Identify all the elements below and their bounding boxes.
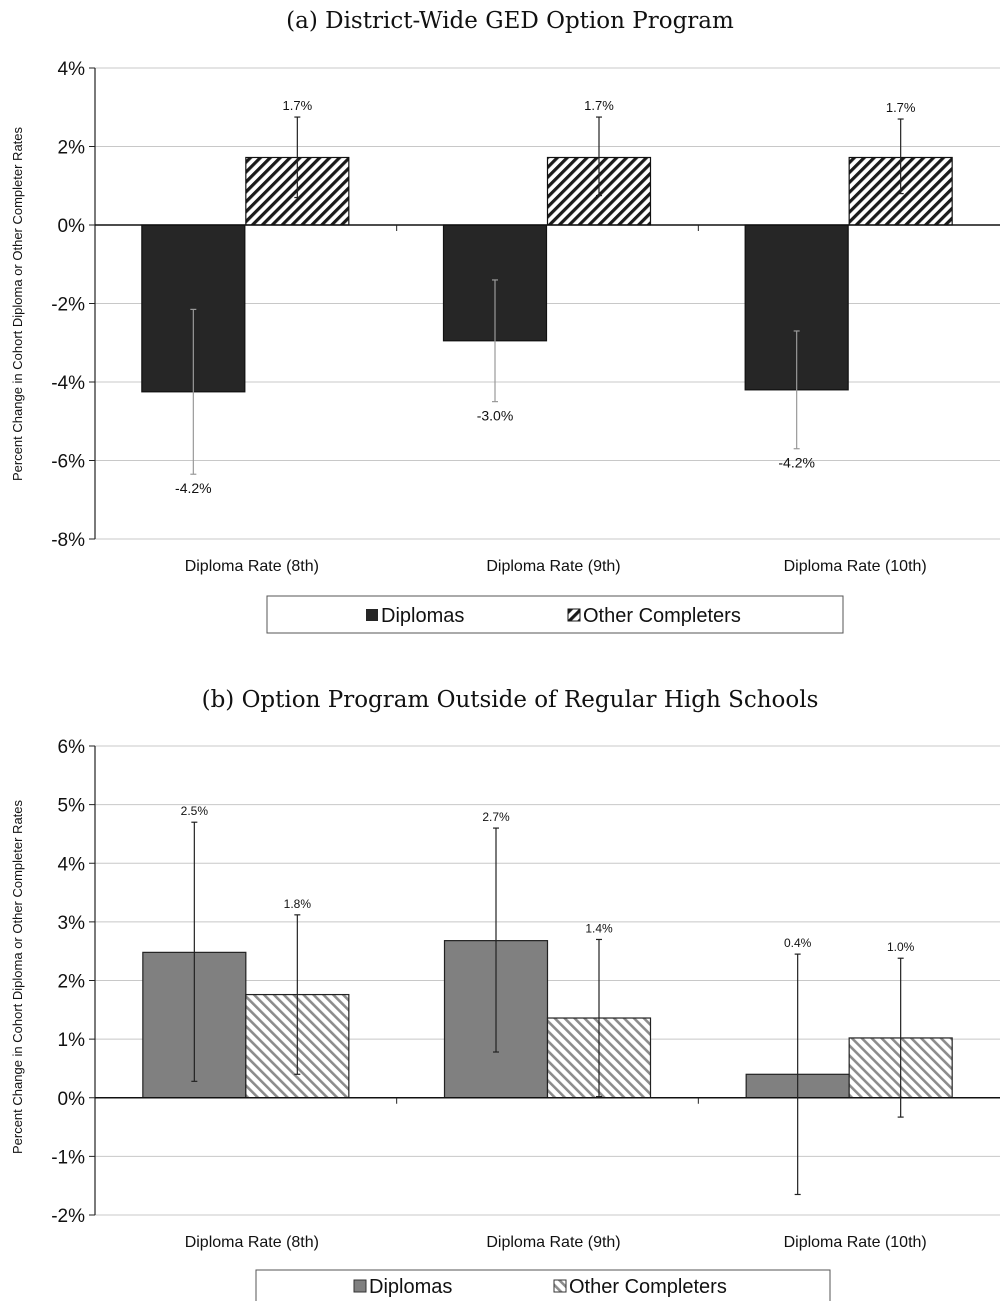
y-tick-label: 1% <box>58 1030 86 1051</box>
y-tick-label: 6% <box>58 737 86 758</box>
panel-a-title: (a) District-Wide GED Option Program <box>286 8 734 34</box>
panel-a-y-ticks: 4% 2% 0% -2% -4% -6% -8% <box>51 59 95 551</box>
y-tick-label: -2% <box>51 1206 85 1227</box>
panel-a-bars <box>141 156 953 393</box>
y-tick-label: 5% <box>58 796 86 817</box>
panel-a-legend-box <box>266 595 844 634</box>
y-tick-label: 4% <box>58 854 86 875</box>
panel-a-error-bars <box>190 116 904 475</box>
category-label: Diploma Rate (9th) <box>486 1234 620 1251</box>
panel-b-legend-box <box>255 1269 831 1301</box>
category-label: Diploma Rate (8th) <box>185 1234 319 1251</box>
y-tick-label: -1% <box>51 1147 85 1168</box>
category-label: Diploma Rate (8th) <box>185 558 319 575</box>
panel-b-y-ticks: 6% 5% 4% 3% 2% 1% 0% -1% -2% <box>51 737 95 1227</box>
panel-b-data-labels: 2.5% 1.8% 2.7% 1.4% 0.4% 1.0% <box>181 804 915 954</box>
category-label: Diploma Rate (10th) <box>784 558 927 575</box>
y-tick-label: 2% <box>58 138 86 159</box>
data-label: -3.0% <box>477 408 514 424</box>
panel-b-error-bars <box>191 821 904 1196</box>
data-label: 1.8% <box>284 897 312 911</box>
data-label: 1.0% <box>887 940 915 954</box>
data-label: 2.7% <box>482 810 510 824</box>
panel-b-title: (b) Option Program Outside of Regular Hi… <box>202 687 819 713</box>
panel-a-legend-diplomas: Diplomas <box>381 605 464 627</box>
panel-a-legend-swatch-other <box>567 608 581 622</box>
data-label: 0.4% <box>784 936 812 950</box>
y-tick-label: -8% <box>51 530 85 551</box>
y-tick-label: -2% <box>51 295 85 316</box>
panel-b-legend-swatch-other <box>553 1279 567 1293</box>
category-label: Diploma Rate (10th) <box>784 1234 927 1251</box>
y-tick-label: -4% <box>51 373 85 394</box>
y-tick-label: 3% <box>58 913 86 934</box>
y-tick-label: 4% <box>58 59 86 80</box>
data-label: 1.4% <box>585 921 613 935</box>
panel-a-legend-other-completers: Other Completers <box>583 605 741 627</box>
data-label: -4.2% <box>778 455 815 471</box>
panel-b: (b) Option Program Outside of Regular Hi… <box>10 687 1000 1301</box>
data-label: 1.7% <box>584 98 614 113</box>
data-label: -4.2% <box>175 480 212 496</box>
panel-a-data-labels: -4.2% 1.7% -3.0% 1.7% -4.2% 1.7% <box>175 98 916 496</box>
panel-a: (a) District-Wide GED Option Program Per… <box>10 8 1000 634</box>
panel-a-legend-swatch-diplomas <box>366 609 378 621</box>
panel-b-legend-swatch-diplomas <box>353 1279 367 1293</box>
category-label: Diploma Rate (9th) <box>486 558 620 575</box>
y-tick-label: -6% <box>51 452 85 473</box>
panel-a-categories: Diploma Rate (8th) Diploma Rate (9th) Dipl… <box>185 558 927 575</box>
panel-a-y-axis-label: Percent Change in Cohort Diploma or Othe… <box>10 126 25 481</box>
panel-b-legend-other-completers: Other Completers <box>569 1276 727 1298</box>
panel-b-categories: Diploma Rate (8th) Diploma Rate (9th) Dipl… <box>185 1234 927 1251</box>
data-label: 1.7% <box>283 98 313 113</box>
y-tick-label: 0% <box>58 216 86 237</box>
data-label: 1.7% <box>886 100 916 115</box>
panel-a-legend: Diplomas Other Completers <box>266 595 844 634</box>
panel-b-legend-diplomas: Diplomas <box>369 1276 452 1298</box>
panel-b-legend: Diplomas Other Completers <box>255 1269 831 1301</box>
y-tick-label: 2% <box>58 972 86 993</box>
y-tick-label: 0% <box>58 1089 86 1110</box>
panel-a-gridlines <box>95 67 1000 540</box>
panel-b-y-axis-label: Percent Change in Cohort Diploma or Othe… <box>10 799 25 1154</box>
panel-b-bars <box>142 940 953 1099</box>
data-label: 2.5% <box>181 804 209 818</box>
